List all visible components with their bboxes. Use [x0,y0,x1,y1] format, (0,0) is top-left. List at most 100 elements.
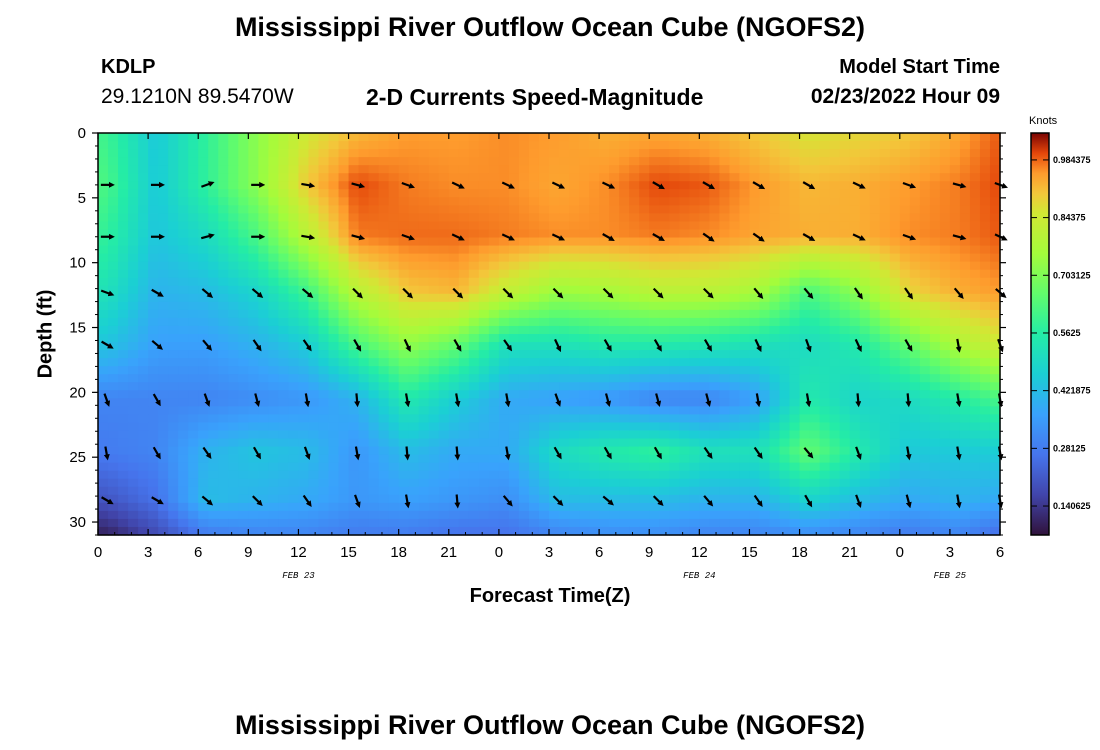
heatmap-cell [939,325,951,335]
heatmap-cell [308,374,320,383]
heatmap-cell [919,502,931,512]
heatmap-cell [518,141,530,150]
heatmap-cell [168,390,179,399]
heatmap-cell [759,334,771,343]
heatmap-cell [188,390,199,399]
heatmap-cell [138,510,149,520]
heatmap-cell [559,470,570,480]
heatmap-cell [699,446,710,456]
heatmap-cell [699,358,710,367]
heatmap-cell [689,438,700,448]
heatmap-cell [949,221,961,231]
heatmap-cell [919,470,931,480]
heatmap-cell [158,374,169,383]
heatmap-cell [128,358,139,367]
heatmap-cell [889,430,901,440]
heatmap-cell [879,301,891,311]
heatmap-cell [879,334,891,343]
heatmap-cell [549,382,560,391]
heatmap-cell [939,526,951,536]
heatmap-cell [288,237,300,247]
heatmap-cell [869,342,881,351]
heatmap-cell [929,165,941,174]
current-vector-arrow [902,233,917,241]
heatmap-cell [889,494,901,504]
heatmap-cell [769,325,781,335]
heatmap-cell [879,398,891,407]
heatmap-cell [438,382,450,391]
heatmap-cell [759,245,771,255]
heatmap-cell [398,406,410,415]
current-vector-arrow [453,339,462,352]
heatmap-cell [639,366,650,375]
heatmap-cell [889,285,901,295]
heatmap-cell [208,518,219,528]
current-vector-arrow [552,495,564,506]
heatmap-cell [919,245,931,255]
heatmap-cell [819,390,831,399]
heatmap-cell [538,245,550,255]
current-vector-arrow [454,393,461,408]
heatmap-cell [669,197,680,206]
heatmap-cell [478,494,490,504]
heatmap-cell [248,237,259,247]
heatmap-cell [458,149,470,158]
heatmap-cell [809,157,821,166]
heatmap-cell [919,462,931,472]
heatmap-cell [378,510,390,520]
heatmap-cell [989,358,1001,367]
heatmap-cell [799,253,811,263]
heatmap-cell [869,213,881,223]
heatmap-cell [108,213,119,223]
heatmap-cell [258,285,269,295]
heatmap-cell [118,422,129,432]
heatmap-cell [659,358,670,367]
heatmap-cell [358,502,370,512]
heatmap-cell [488,510,500,520]
heatmap-cell [979,173,991,182]
current-vector-arrow [853,287,863,300]
heatmap-cell [538,526,550,536]
heatmap-cell [759,325,771,335]
heatmap-cell [619,470,630,480]
heatmap-cell [869,269,881,279]
heatmap-cell [809,342,821,351]
heatmap-cell [659,470,670,480]
heatmap-cell [268,366,279,375]
heatmap-cell [709,358,720,367]
heatmap-cell [939,518,951,528]
heatmap-cell [138,165,149,174]
heatmap-cell [709,398,720,407]
heatmap-cell [328,462,340,472]
heatmap-cell [769,350,781,359]
heatmap-cell [218,229,229,239]
heatmap-cell [138,301,149,311]
heatmap-cell [769,181,781,190]
heatmap-cell [338,382,350,391]
current-vector-arrow [354,393,361,408]
heatmap-cell [418,366,430,375]
heatmap-cell [719,173,730,182]
heatmap-cell [428,502,440,512]
heatmap-cell [579,173,590,182]
heatmap-cell [719,181,730,190]
heatmap-cell [959,510,971,520]
heatmap-cell [258,358,269,367]
heatmap-cell [268,382,279,391]
heatmap-cell [749,334,761,343]
heatmap-cell [268,486,279,496]
heatmap-cell [729,462,741,472]
heatmap-cell [138,374,149,383]
heatmap-cell [779,149,791,158]
x-tick-label: 6 [595,544,603,561]
heatmap-cell [328,189,340,198]
heatmap-cell [949,374,961,383]
heatmap-cell [238,494,249,504]
heatmap-cell [298,325,310,335]
heatmap-cell [488,390,500,399]
heatmap-cell [498,301,510,311]
heatmap-cell [689,325,700,335]
heatmap-cell [609,309,620,319]
heatmap-cell [128,173,139,182]
heatmap-cell [779,293,791,303]
